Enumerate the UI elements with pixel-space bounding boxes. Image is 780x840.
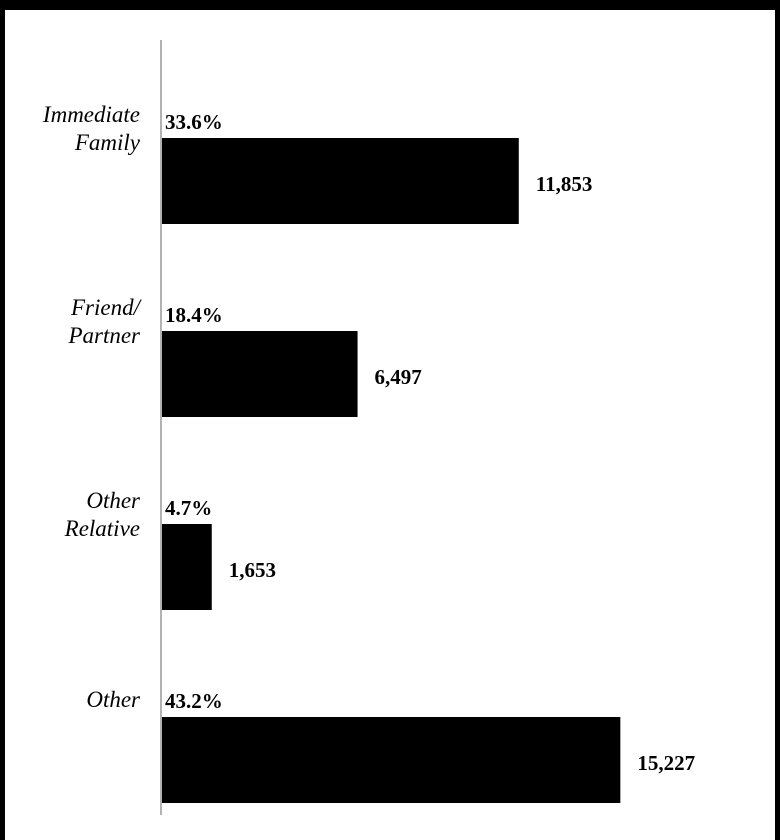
category-label: Partner (67, 323, 141, 348)
value-label: 15,227 (637, 751, 695, 775)
category-label: Other (86, 687, 141, 712)
percent-label: 4.7% (165, 496, 212, 520)
value-label: 1,653 (229, 558, 276, 582)
percent-label: 33.6% (165, 110, 223, 134)
percent-label: 43.2% (165, 689, 223, 713)
chart-frame: 11,853 33.6% Immediate Family 6,497 18.4% Frie… (5, 10, 775, 840)
percent-label: 18.4% (165, 303, 223, 327)
bar (162, 717, 621, 803)
value-label: 11,853 (536, 172, 593, 196)
bar (162, 524, 212, 610)
category-label: Other (86, 488, 141, 513)
chart: 11,853 33.6% Immediate Family 6,497 18.4% Frie… (42, 40, 695, 815)
category-label: Friend/ (70, 295, 143, 320)
category-label: Immediate (42, 102, 140, 127)
value-label: 6,497 (375, 365, 422, 389)
category-label: Family (74, 130, 141, 155)
bar (162, 138, 519, 224)
category-label: Relative (64, 516, 140, 541)
bar (162, 331, 358, 417)
